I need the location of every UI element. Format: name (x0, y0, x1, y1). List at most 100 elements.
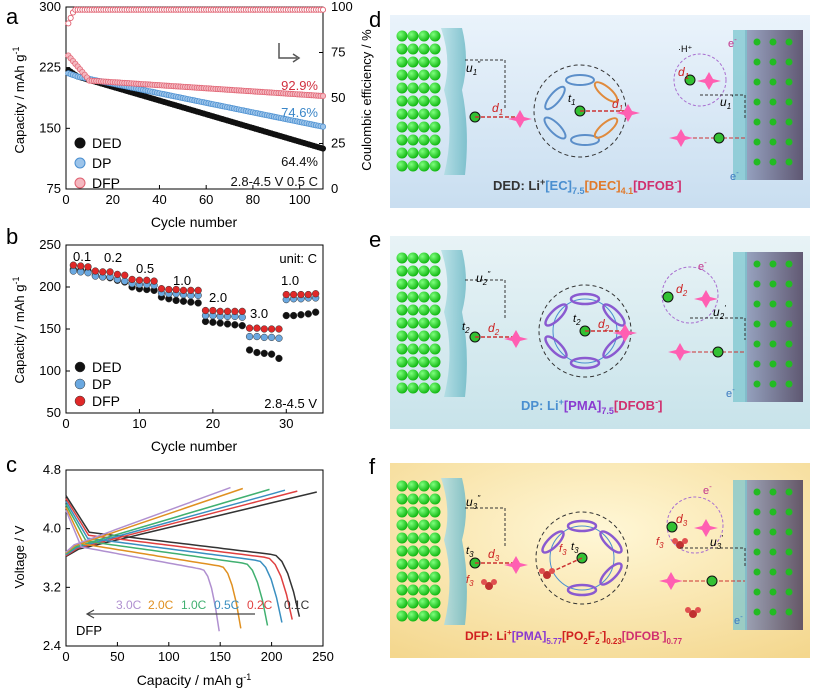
rate-label: 0.1 (73, 249, 91, 264)
anode-atom (407, 304, 419, 316)
anode-atom (396, 343, 408, 355)
rate-point-dfp (260, 325, 268, 333)
panel-b-rate-chart: b 0 10 20 30 50 100 150 200 250 0.1 0.2 0.5 1.0 2.0 3… (6, 224, 324, 454)
anode-atom (429, 519, 441, 531)
y2-tick-label: 100 (331, 0, 353, 14)
rate-point-dfp (223, 307, 232, 316)
legend-label-dfp: DFP (92, 393, 120, 409)
d2p-label: d2 (676, 282, 688, 298)
rate-point-ded (238, 321, 246, 330)
y-tick-label: 4.8 (43, 462, 61, 477)
u3pp-label: u3'' (466, 494, 481, 511)
li-ion-flow-f (706, 575, 718, 587)
anode-atom (418, 121, 430, 133)
cathode-li-site (769, 138, 777, 146)
anode-atom (396, 558, 408, 570)
legend-label-ded: DED (92, 359, 122, 375)
cathode-li-site (769, 548, 777, 556)
d1-label-solvation: d1 (612, 97, 623, 113)
dfob-anion-cathode-e (694, 290, 718, 308)
y-axis-label-a: Capacity / mAh g-1 (11, 46, 27, 153)
cathode-li-site (753, 488, 761, 496)
cathode-li-site (785, 300, 793, 308)
x-axis-label-c: Capacity / mAh g-1 (137, 672, 252, 688)
dfob-anion-d (616, 104, 640, 122)
d2-label-anode: d2 (488, 321, 500, 337)
anode-sei-e (441, 250, 467, 397)
anode-atom (418, 252, 430, 264)
dfob-anion-flow-f (659, 572, 683, 590)
discharge-curve-0.2c (65, 498, 293, 620)
li-ion-cathode-d (684, 74, 696, 86)
rate-point-dp (260, 333, 268, 342)
x-tick-label: 100 (289, 192, 311, 207)
anode-atom (407, 43, 419, 55)
cathode-li-site (785, 488, 793, 496)
anode-atom (396, 317, 408, 329)
y-tick-label: 2.4 (43, 638, 61, 653)
li-ion-cathode-f (666, 521, 678, 533)
cathode-li-site (785, 508, 793, 516)
anode-atom (396, 382, 408, 394)
rate-point-dfp (289, 290, 298, 299)
anode-f (396, 480, 441, 622)
panel-letter-c: c (6, 452, 17, 477)
ec-molecule-3 (543, 116, 567, 140)
rate-point-ded (312, 308, 320, 316)
d2-label-solvation: d2 (598, 317, 610, 333)
cathode-sheath-d (673, 53, 727, 107)
rate-point-dfp (216, 307, 224, 316)
rate-point-dfp (267, 325, 276, 333)
legend-label-dp: DP (92, 376, 111, 392)
rate-label: 1.0 (281, 273, 299, 288)
anode-atom (418, 545, 430, 557)
x-tick-label: 20 (206, 416, 220, 431)
legend-a: DED DP DFP (74, 135, 122, 191)
anode-atom (396, 506, 408, 518)
anode-d (396, 30, 441, 172)
anode-atom (407, 160, 419, 172)
cathode-d (733, 30, 803, 180)
x-tick-label: 250 (312, 649, 334, 664)
y-tick-label: 200 (39, 279, 61, 294)
cathode-li-site (753, 138, 761, 146)
cathode-li-site (753, 380, 761, 388)
anode-atom (418, 278, 430, 290)
anode-atom (396, 493, 408, 505)
x-tick-label: 40 (152, 192, 166, 207)
y-tick-label: 4.0 (43, 521, 61, 536)
cathode-li-site (753, 528, 761, 536)
t2-label: t2 (573, 313, 581, 327)
rate-point-dfp (91, 267, 100, 275)
y2-tick-label: 50 (331, 90, 345, 105)
anode-atom (407, 493, 419, 505)
cathode-li-site (753, 568, 761, 576)
anode-atom (407, 519, 419, 531)
anode-atom (418, 30, 430, 42)
rate-legend-0.5c: 0.5C (214, 598, 240, 612)
electron-label-e1: e- (698, 258, 707, 273)
pma-molecule-2 (541, 530, 565, 554)
panel-letter-b: b (6, 224, 18, 249)
x-tick-label: 100 (158, 649, 180, 664)
cathode-li-site (785, 320, 793, 328)
anode-atom (407, 291, 419, 303)
anode-atom (407, 571, 419, 583)
cathode-sheath-e (661, 266, 719, 324)
anode-atom (396, 610, 408, 622)
rate-point-dfp (143, 276, 151, 284)
rate-label: 0.5 (136, 261, 154, 276)
rate-point-dfp (201, 306, 210, 315)
u2p-arrow (690, 317, 746, 340)
u1pp-arrow (465, 59, 506, 110)
anode-atom (429, 95, 441, 107)
rate-point-ded (209, 318, 217, 326)
discharge-curve-3.0c (65, 510, 220, 632)
rate-point-dfp (99, 268, 107, 276)
anode-e (396, 252, 441, 394)
solvation-sheath-f (535, 511, 629, 605)
anode-sei-d (441, 28, 467, 175)
hplus-label-d: ·H⁺ (678, 44, 692, 54)
rate-point-ded (275, 354, 283, 363)
charge-curve-1.0c (65, 488, 270, 555)
